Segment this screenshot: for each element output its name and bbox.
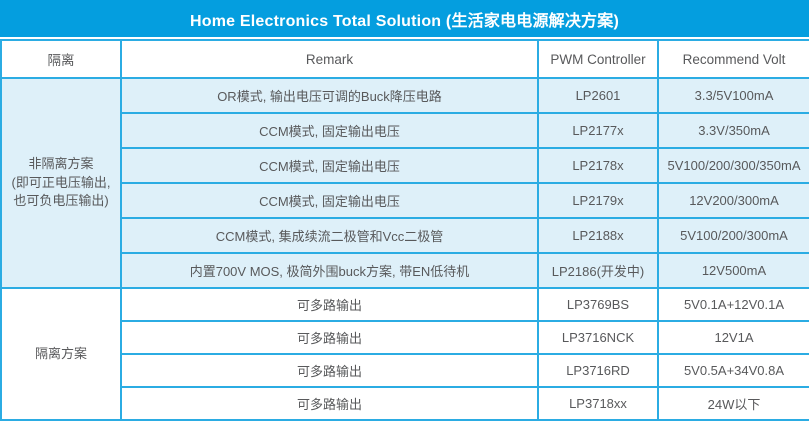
pwm-cell: LP3718xx xyxy=(537,386,659,421)
volt-cell: 3.3V/350mA xyxy=(657,112,809,149)
pwm-cell: LP2178x xyxy=(537,147,659,184)
table-row: CCM模式, 集成续流二极管和Vcc二极管 LP2188x 5V100/200/… xyxy=(1,217,809,254)
remark-cell: CCM模式, 固定输出电压 xyxy=(120,112,539,149)
volt-cell: 24W以下 xyxy=(657,386,809,421)
table-row: CCM模式, 固定输出电压 LP2179x 12V200/300mA xyxy=(1,182,809,219)
volt-cell: 12V1A xyxy=(657,320,809,355)
pwm-cell: LP3769BS xyxy=(537,287,659,322)
remark-cell: CCM模式, 集成续流二极管和Vcc二极管 xyxy=(120,217,539,254)
column-header-recommend-volt: Recommend Volt xyxy=(657,39,809,79)
pwm-cell: LP2177x xyxy=(537,112,659,149)
remark-cell: 可多路输出 xyxy=(120,353,539,388)
column-header-remark: Remark xyxy=(120,39,539,79)
remark-cell: 内置700V MOS, 极简外围buck方案, 带EN低待机 xyxy=(120,252,539,289)
table-header-row: 隔离 Remark PWM Controller Recommend Volt xyxy=(0,39,809,79)
column-header-isolation: 隔离 xyxy=(0,39,122,79)
pwm-cell: LP3716RD xyxy=(537,353,659,388)
remark-cell: 可多路输出 xyxy=(120,287,539,322)
remark-cell: OR模式, 输出电压可调的Buck降压电路 xyxy=(120,77,539,114)
remark-cell: CCM模式, 固定输出电压 xyxy=(120,147,539,184)
solution-table: 隔离 Remark PWM Controller Recommend Volt … xyxy=(0,39,809,421)
table-row: CCM模式, 固定输出电压 LP2177x 3.3V/350mA xyxy=(1,112,809,149)
volt-cell: 5V100/200/300/350mA xyxy=(657,147,809,184)
table-title-bar: Home Electronics Total Solution (生活家电电源解… xyxy=(0,0,809,37)
remark-cell: 可多路输出 xyxy=(120,386,539,421)
pwm-cell: LP2179x xyxy=(537,182,659,219)
volt-cell: 12V200/300mA xyxy=(657,182,809,219)
table-row: 可多路输出 LP3716RD 5V0.5A+34V0.8A xyxy=(1,353,809,388)
remark-cell: 可多路输出 xyxy=(120,320,539,355)
page-title: Home Electronics Total Solution (生活家电电源解… xyxy=(190,12,619,30)
volt-cell: 3.3/5V100mA xyxy=(657,77,809,114)
isolation-group-cell-isolated: 隔离方案 xyxy=(0,287,122,421)
remark-cell: CCM模式, 固定输出电压 xyxy=(120,182,539,219)
isolation-group-cell-non-isolated: 非隔离方案 (即可正电压输出, 也可负电压输出) xyxy=(0,77,122,289)
table-row: 隔离方案 可多路输出 LP3769BS 5V0.1A+12V0.1A xyxy=(0,287,809,421)
column-header-pwm-controller: PWM Controller xyxy=(537,39,659,79)
table-row: 非隔离方案 (即可正电压输出, 也可负电压输出) OR模式, 输出电压可调的Bu… xyxy=(0,77,809,289)
volt-cell: 5V100/200/300mA xyxy=(657,217,809,254)
title-table-gap xyxy=(0,37,809,39)
table-row: 可多路输出 LP3718xx 24W以下 xyxy=(1,386,809,421)
volt-cell: 12V500mA xyxy=(657,252,809,289)
pwm-cell: LP2601 xyxy=(537,77,659,114)
pwm-cell: LP3716NCK xyxy=(537,320,659,355)
table-row: CCM模式, 固定输出电压 LP2178x 5V100/200/300/350m… xyxy=(1,147,809,184)
volt-cell: 5V0.1A+12V0.1A xyxy=(657,287,809,322)
pwm-cell: LP2186(开发中) xyxy=(537,252,659,289)
volt-cell: 5V0.5A+34V0.8A xyxy=(657,353,809,388)
pwm-cell: LP2188x xyxy=(537,217,659,254)
table-row: 可多路输出 LP3716NCK 12V1A xyxy=(1,320,809,355)
table-row: 内置700V MOS, 极简外围buck方案, 带EN低待机 LP2186(开发… xyxy=(1,252,809,289)
